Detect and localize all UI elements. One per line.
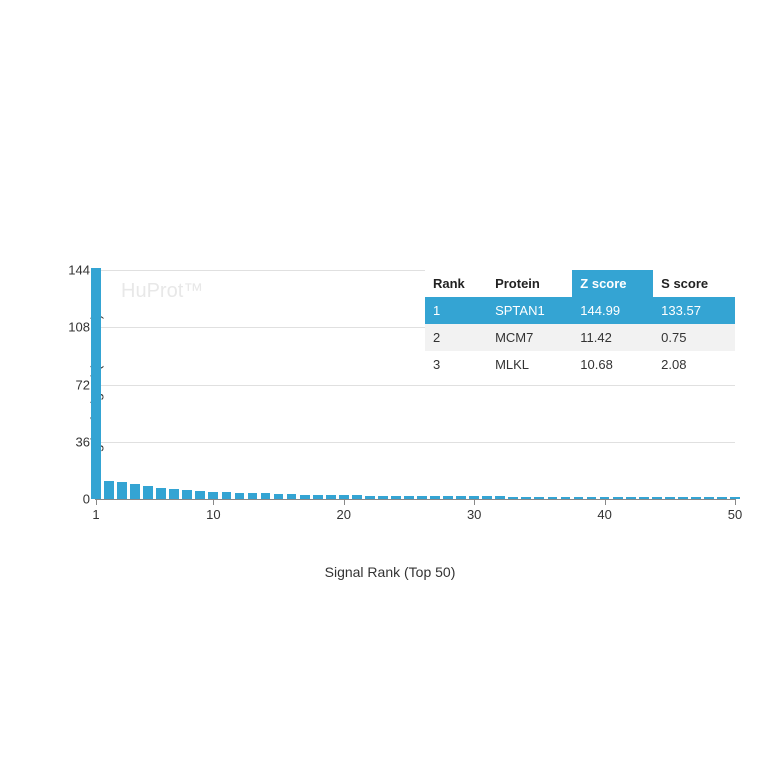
bar — [143, 486, 153, 499]
bar — [534, 497, 544, 499]
bar — [678, 497, 688, 499]
cell-protein: MCM7 — [487, 324, 572, 351]
x-tick-label: 1 — [92, 507, 99, 522]
bar — [182, 490, 192, 499]
bar — [521, 497, 531, 499]
bar — [195, 491, 205, 499]
bar — [104, 481, 114, 499]
table-row: 2 MCM7 11.42 0.75 — [425, 324, 735, 351]
table-row: 3 MLKL 10.68 2.08 — [425, 351, 735, 378]
y-tick-label: 144 — [68, 263, 90, 278]
bar — [352, 495, 362, 499]
col-protein: Protein — [487, 270, 572, 297]
bar — [117, 482, 127, 499]
bar — [378, 496, 388, 499]
bar — [443, 496, 453, 499]
bar — [417, 496, 427, 499]
x-tick-label: 10 — [206, 507, 220, 522]
bar — [274, 494, 284, 499]
cell-zscore: 10.68 — [572, 351, 653, 378]
x-tick — [213, 499, 214, 505]
bar — [652, 497, 662, 499]
bar — [404, 496, 414, 499]
x-tick-label: 40 — [597, 507, 611, 522]
bar — [365, 496, 375, 499]
rank-table: Rank Protein Z score S score 1 SPTAN1 14… — [425, 270, 735, 378]
cell-rank: 1 — [425, 297, 487, 324]
y-tick-label: 36 — [76, 434, 90, 449]
y-tick-label: 108 — [68, 320, 90, 335]
cell-zscore: 11.42 — [572, 324, 653, 351]
x-tick-label: 20 — [337, 507, 351, 522]
x-tick — [605, 499, 606, 505]
cell-rank: 3 — [425, 351, 487, 378]
bar — [561, 497, 571, 499]
signal-chart: Strength of Signal (Z score) HuProt™ 036… — [40, 270, 740, 530]
bar — [626, 497, 636, 499]
cell-sscore: 133.57 — [653, 297, 735, 324]
bar — [208, 492, 218, 499]
bar — [495, 496, 505, 499]
plot-area: HuProt™ 03672108144 11020304050 Rank Pro… — [95, 270, 735, 500]
bar — [665, 497, 675, 499]
bar — [704, 497, 714, 499]
bar — [391, 496, 401, 499]
cell-rank: 2 — [425, 324, 487, 351]
bar — [130, 484, 140, 499]
bar — [300, 495, 310, 499]
bar — [326, 495, 336, 499]
bar — [613, 497, 623, 499]
bar — [430, 496, 440, 499]
cell-sscore: 0.75 — [653, 324, 735, 351]
col-rank: Rank — [425, 270, 487, 297]
table-row: 1 SPTAN1 144.99 133.57 — [425, 297, 735, 324]
bar — [287, 494, 297, 499]
y-tick-label: 0 — [83, 492, 90, 507]
bar — [169, 489, 179, 499]
x-axis-label: Signal Rank (Top 50) — [325, 564, 456, 580]
x-tick — [96, 499, 97, 505]
bar — [222, 492, 232, 499]
x-tick-label: 50 — [728, 507, 742, 522]
bar — [574, 497, 584, 499]
bar — [587, 497, 597, 499]
x-tick — [344, 499, 345, 505]
bar — [248, 493, 258, 499]
bar — [548, 497, 558, 499]
bar — [717, 497, 727, 499]
col-sscore: S score — [653, 270, 735, 297]
col-zscore: Z score — [572, 270, 653, 297]
x-tick — [735, 499, 736, 505]
bar — [261, 493, 271, 499]
cell-protein: MLKL — [487, 351, 572, 378]
cell-zscore: 144.99 — [572, 297, 653, 324]
bar — [156, 488, 166, 499]
bar — [235, 493, 245, 499]
bar — [313, 495, 323, 499]
table-header-row: Rank Protein Z score S score — [425, 270, 735, 297]
bar — [691, 497, 701, 499]
x-tick — [474, 499, 475, 505]
bar — [508, 497, 518, 499]
x-tick-label: 30 — [467, 507, 481, 522]
cell-protein: SPTAN1 — [487, 297, 572, 324]
y-tick-label: 72 — [76, 377, 90, 392]
bar — [91, 268, 101, 499]
bar — [482, 496, 492, 499]
cell-sscore: 2.08 — [653, 351, 735, 378]
bar — [456, 496, 466, 499]
bar — [639, 497, 649, 499]
